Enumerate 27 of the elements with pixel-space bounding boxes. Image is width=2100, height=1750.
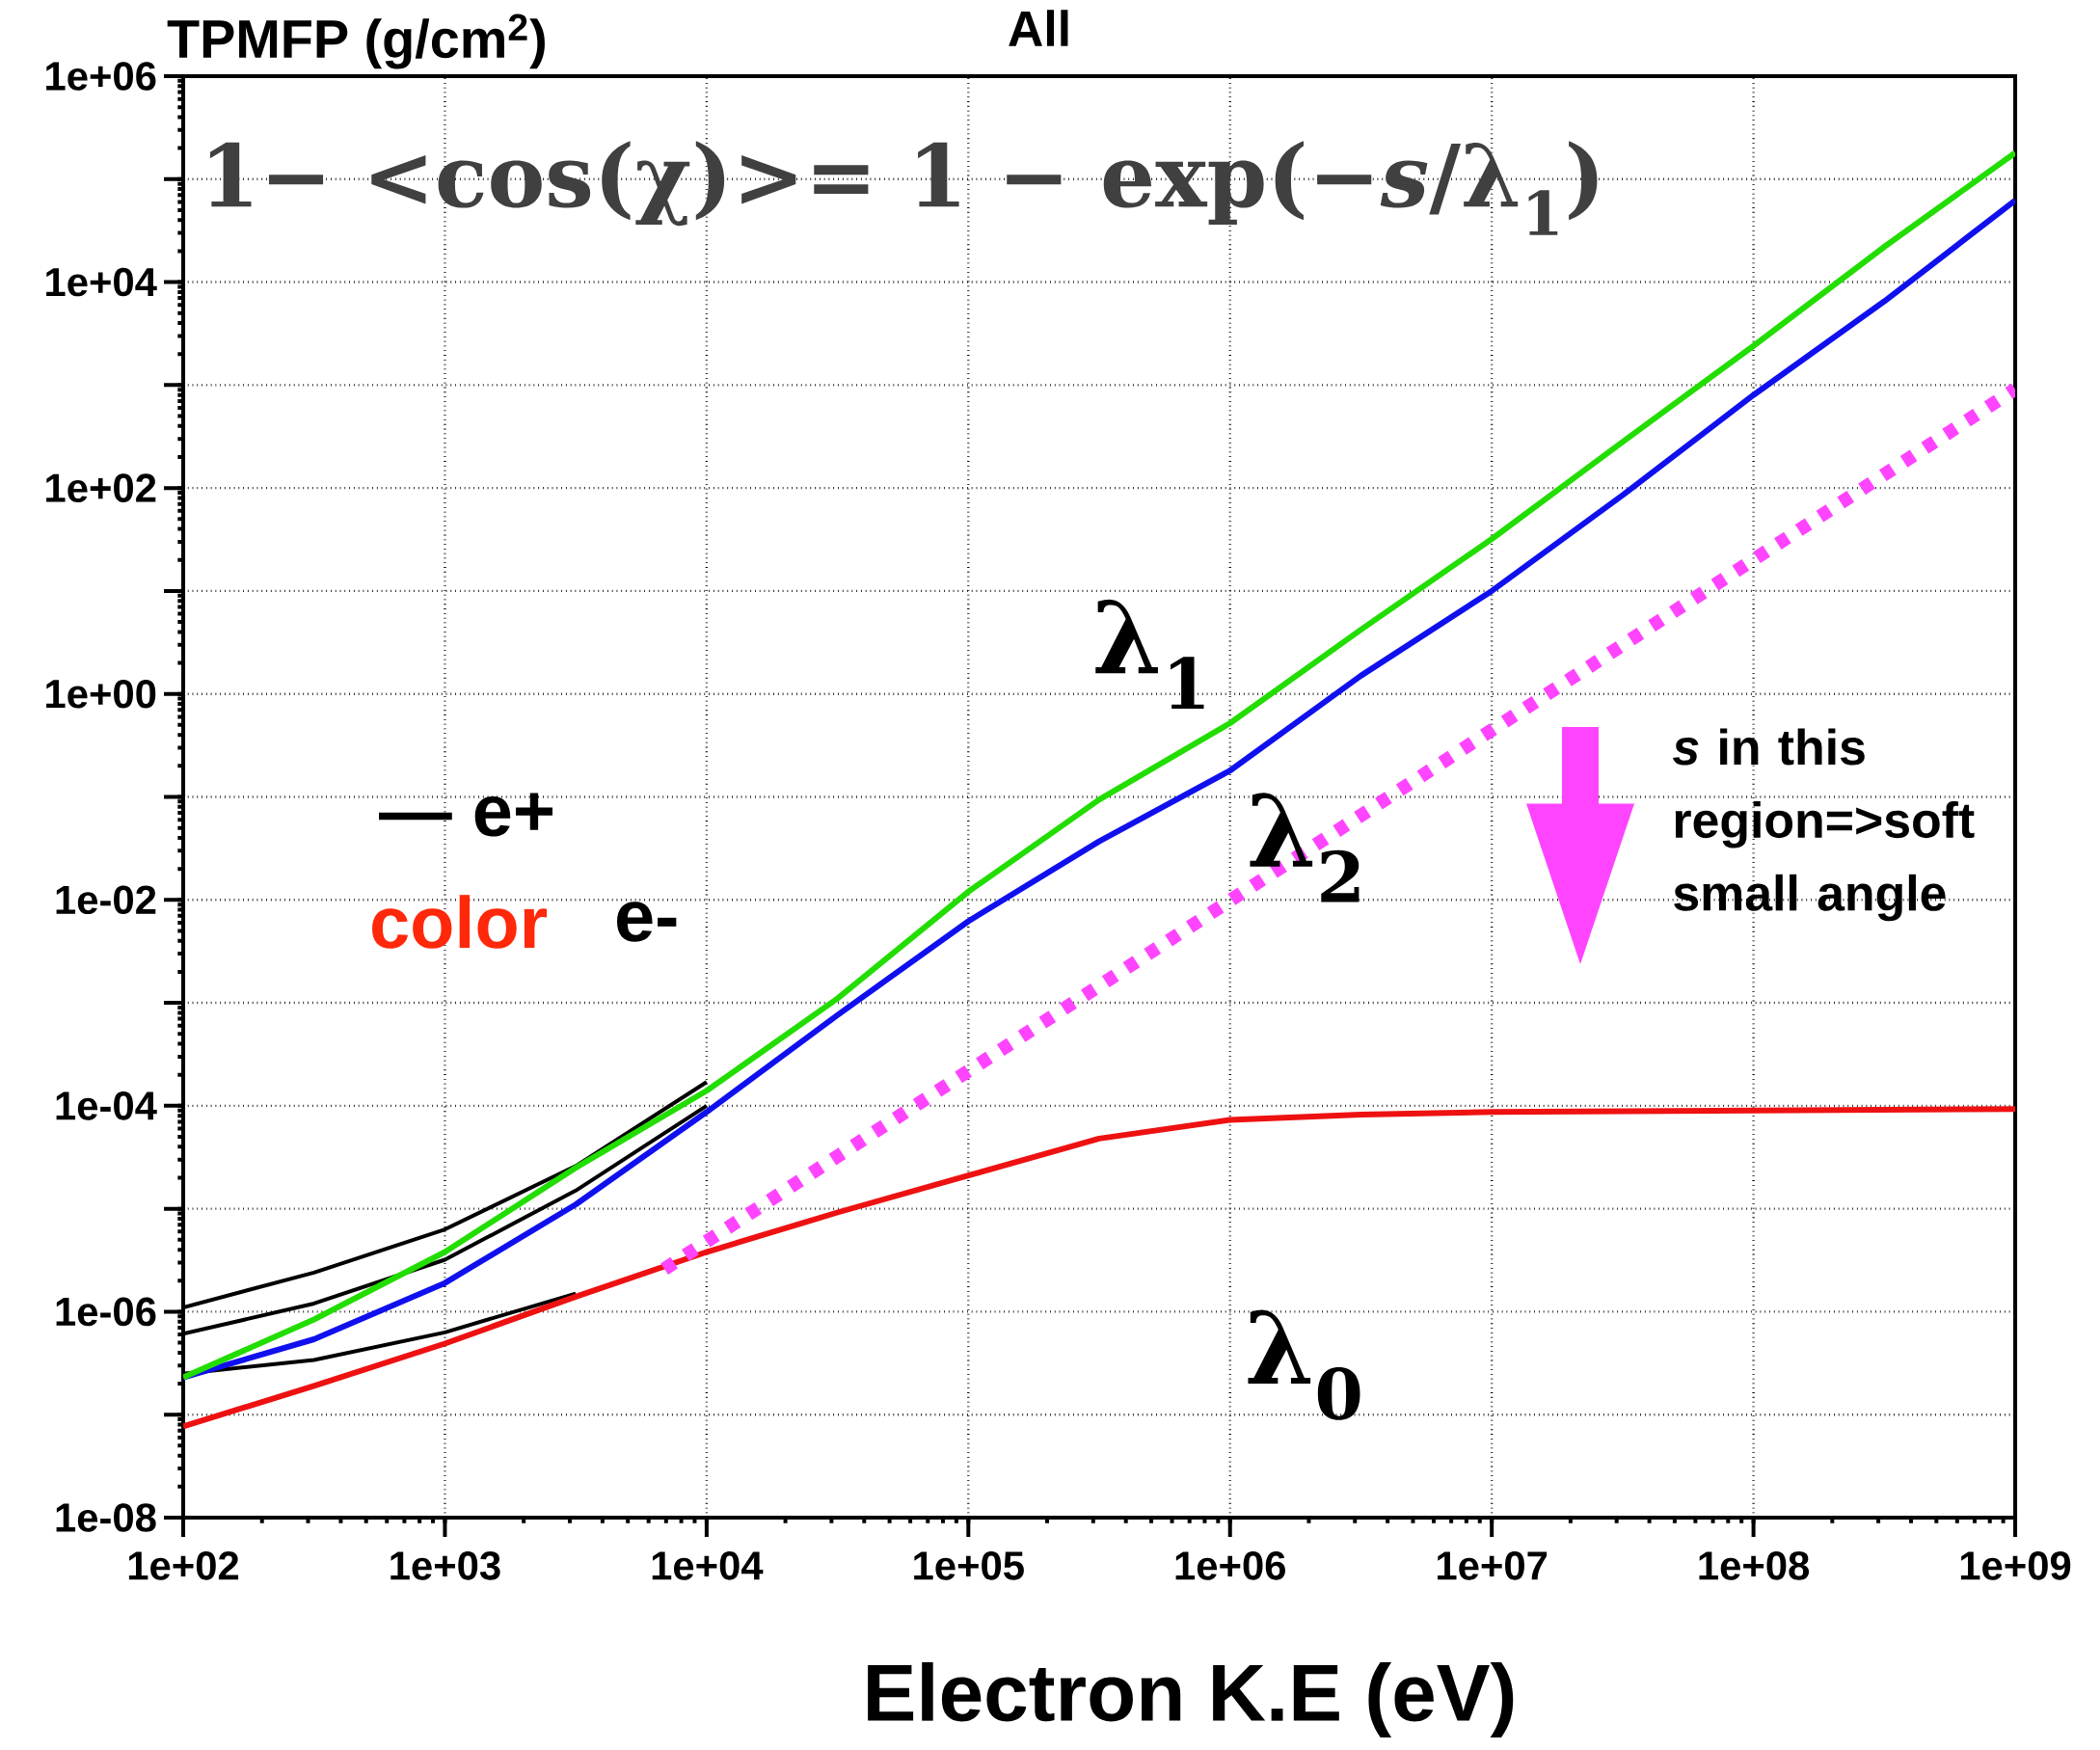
x-tick-label: 1e+06 — [1175, 1551, 1285, 1580]
y-tick-label: 1e+00 — [46, 679, 156, 709]
x-tick-label: 1e+03 — [390, 1551, 500, 1580]
y-tick-label: 1e+04 — [46, 267, 157, 297]
x-tick-label: 1e+05 — [914, 1551, 1024, 1580]
annotation: — e+ — [379, 793, 552, 837]
x-tick-label: 1e+04 — [652, 1551, 764, 1580]
x-tick-label: 1e+02 — [128, 1551, 239, 1580]
x-axis-title: Electron K.E (eV) — [868, 1661, 1514, 1737]
y-tick-label: 1e-04 — [56, 1091, 157, 1120]
chart-title: All — [1009, 10, 1068, 46]
annotation: color — [372, 895, 548, 949]
y-tick-label: 1e+02 — [46, 473, 156, 502]
annotation: e- — [617, 902, 677, 942]
y-tick-label: 1e-08 — [56, 1503, 156, 1532]
y-tick-label: 1e+06 — [46, 62, 156, 91]
series-label: λ$_{2}$ — [1250, 793, 1360, 902]
x-tick-label: 1e+08 — [1699, 1551, 1810, 1580]
series-label: λ$_{0}$ — [1248, 1309, 1360, 1420]
y-tick-label: 1e-02 — [56, 885, 156, 915]
annotation: s in this region=>soft small angle — [1673, 728, 1975, 922]
x-tick-label: 1e+07 — [1438, 1551, 1548, 1580]
x-tick-label: 1e+09 — [1960, 1551, 2071, 1580]
series-label: λ$_{1}$ — [1095, 599, 1204, 709]
y-tick-label: 1e-06 — [56, 1297, 156, 1327]
y-axis-title: TPMFP (g/cm$^{2}$) — [167, 13, 545, 69]
annotation: 1− <cos(χ)>= 1 − exp(−s/λ$_{1}$) — [209, 141, 1598, 235]
